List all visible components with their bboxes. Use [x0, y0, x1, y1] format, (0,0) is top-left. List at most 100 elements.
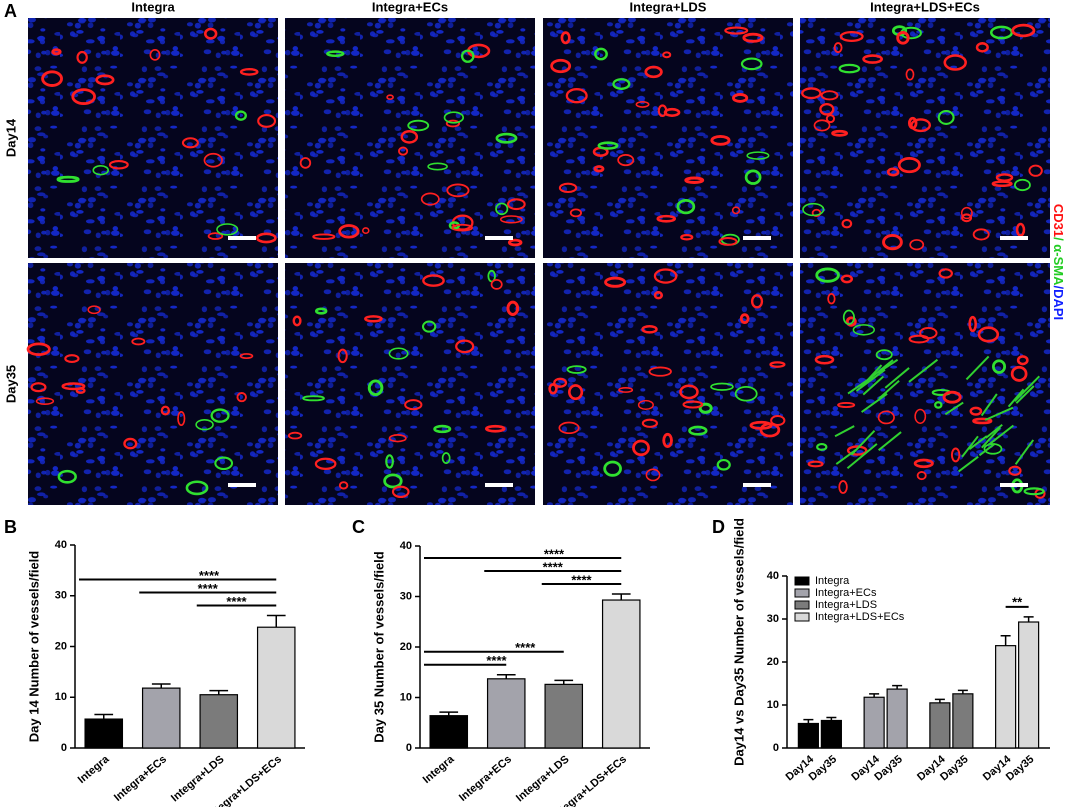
- vessel: [968, 315, 978, 333]
- vessel: [35, 397, 55, 405]
- vessel: [367, 379, 384, 397]
- vessel: [842, 309, 855, 326]
- column-label: Integra+LDS: [630, 0, 707, 14]
- error-bar: [934, 698, 945, 703]
- vessel: [732, 93, 749, 103]
- vessel: [972, 417, 993, 425]
- y-tick-label: 30: [400, 590, 412, 602]
- vessel: [833, 42, 843, 54]
- vessel: [255, 232, 277, 244]
- bar: [952, 693, 974, 749]
- micrograph: [285, 18, 535, 258]
- x-tick-label: Integra+LDS: [169, 753, 227, 804]
- vessel: [645, 468, 661, 482]
- fiber: [834, 425, 855, 438]
- vessel: [30, 382, 47, 393]
- significance-label: **: [1012, 594, 1023, 609]
- error-bar: [496, 674, 516, 679]
- legend-label: Integra: [815, 575, 850, 587]
- fiber: [980, 393, 998, 417]
- x-tick-label: Integra+ECs: [457, 753, 514, 804]
- column-label: Integra+ECs: [372, 0, 448, 14]
- vessel: [560, 31, 571, 45]
- fiber: [862, 375, 885, 396]
- vessel: [684, 176, 705, 184]
- vessel: [813, 119, 831, 132]
- vessel: [910, 118, 932, 133]
- vessel: [731, 206, 741, 215]
- error-bar: [892, 684, 903, 690]
- vessel: [680, 233, 694, 241]
- y-tick-label: 40: [767, 570, 779, 582]
- vessel: [724, 26, 749, 35]
- stain-part: /DAPI: [1051, 286, 1065, 321]
- fiber: [835, 449, 857, 465]
- bar: [601, 599, 641, 749]
- vessel: [972, 228, 990, 241]
- vessel: [149, 49, 161, 61]
- vessel: [455, 339, 475, 354]
- vessel: [769, 361, 786, 368]
- micrograph-bg: [285, 263, 535, 505]
- vessel: [612, 78, 631, 90]
- vessel: [1023, 487, 1045, 496]
- vessel: [326, 50, 345, 57]
- fiber: [846, 443, 878, 469]
- error-bar: [869, 693, 880, 698]
- vessel: [315, 307, 328, 315]
- fiber: [1014, 375, 1041, 402]
- vessel: [632, 439, 650, 457]
- vessel: [943, 54, 967, 71]
- vessel: [451, 223, 473, 232]
- vessel: [938, 268, 953, 279]
- vessel: [656, 214, 677, 223]
- vessel: [698, 402, 713, 414]
- vessel: [287, 431, 303, 440]
- vessel: [837, 401, 856, 409]
- stain-part: CD31: [1051, 204, 1065, 237]
- vessel: [1015, 222, 1026, 237]
- vessel: [816, 442, 828, 451]
- vessel: [635, 100, 650, 108]
- y-tick-label: 10: [55, 691, 67, 703]
- fiber: [1007, 388, 1025, 408]
- vessel: [204, 27, 218, 40]
- vessel: [676, 198, 696, 215]
- vessel: [123, 437, 138, 450]
- vessel: [838, 480, 848, 494]
- vessel: [558, 421, 580, 435]
- vessel: [637, 399, 654, 411]
- y-tick-label: 20: [767, 656, 779, 668]
- vessel: [992, 359, 1007, 374]
- vessel: [484, 424, 506, 433]
- vessel: [653, 268, 678, 284]
- fiber: [978, 442, 996, 457]
- legend-label: Integra+ECs: [815, 587, 877, 599]
- vessel: [991, 180, 1013, 187]
- vessel: [909, 239, 925, 251]
- significance-label: ****: [226, 594, 247, 609]
- error-bar: [151, 683, 171, 689]
- vessel: [820, 90, 839, 101]
- vessel: [644, 65, 663, 79]
- bar: [544, 683, 584, 749]
- vessel: [710, 382, 734, 391]
- vessel: [299, 157, 312, 169]
- micrograph-bg: [800, 263, 1050, 505]
- vessel: [338, 481, 349, 490]
- y-tick-label: 10: [767, 699, 779, 711]
- vessel: [210, 408, 230, 423]
- vessel: [239, 353, 254, 360]
- vessel: [391, 485, 410, 499]
- vessel: [257, 114, 277, 128]
- significance-label: ****: [543, 559, 564, 574]
- vessel: [75, 387, 86, 394]
- vessel: [76, 50, 88, 64]
- vessel: [862, 54, 884, 64]
- vessel: [1011, 23, 1036, 38]
- y-tick-label: 0: [773, 742, 779, 754]
- vessel: [961, 213, 973, 223]
- vessel: [568, 384, 584, 401]
- column-label: Integra: [131, 0, 175, 14]
- micrograph-bg: [285, 18, 535, 258]
